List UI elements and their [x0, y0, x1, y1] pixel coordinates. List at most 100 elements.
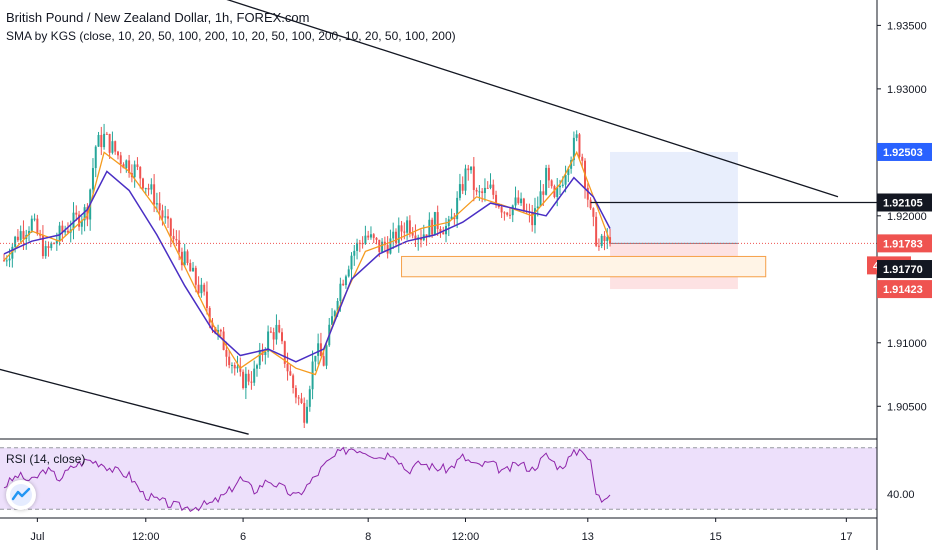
candle-body: [66, 230, 69, 233]
candle-body: [522, 198, 525, 212]
candle-body: [189, 263, 192, 272]
candle-body: [406, 220, 409, 233]
candle-body: [172, 236, 175, 240]
candle-body: [58, 225, 61, 241]
candle-body: [128, 160, 131, 173]
candle-body: [286, 363, 289, 372]
candle-body: [236, 366, 239, 369]
candle-body: [55, 240, 58, 244]
price-label-text: 1.91783: [883, 238, 923, 250]
candle-body: [214, 327, 217, 334]
candle-body: [394, 231, 397, 243]
y-tick-label: 1.91000: [887, 338, 927, 350]
candle-body: [281, 332, 283, 342]
candle-body: [467, 168, 470, 171]
candle-body: [225, 349, 228, 357]
candle-body: [353, 250, 356, 256]
candle-body: [317, 343, 320, 356]
candle-body: [33, 218, 36, 220]
candle-body: [203, 284, 206, 292]
candle-body: [14, 236, 17, 247]
candle-body: [169, 218, 172, 237]
candle-body: [158, 203, 161, 211]
candle-body: [50, 243, 53, 249]
candle-body: [250, 381, 253, 383]
rsi-line: [3, 446, 611, 512]
candle-body: [19, 231, 22, 241]
candle-body: [94, 146, 97, 169]
candle-body: [258, 349, 261, 366]
candle-body: [333, 311, 336, 317]
candle-body: [364, 235, 367, 244]
candle-body: [414, 235, 417, 240]
candle-body: [219, 329, 222, 332]
candle-body: [592, 208, 595, 217]
candle-body: [347, 269, 350, 277]
sma-fast-line: [3, 150, 611, 376]
candle-body: [431, 219, 434, 235]
lower-trendline: [0, 368, 249, 435]
candle-body: [603, 235, 606, 242]
candle-body: [161, 210, 164, 218]
candle-body: [78, 214, 81, 227]
candle-body: [475, 189, 478, 192]
candle-body: [303, 402, 306, 423]
x-tick-label: 13: [582, 531, 594, 543]
candle-body: [581, 156, 584, 161]
candle-body: [442, 232, 445, 235]
candle-body: [292, 375, 295, 388]
candle-body: [595, 216, 598, 246]
candle-body: [533, 208, 536, 226]
x-tick-label: 8: [365, 531, 371, 543]
candle-body: [153, 184, 156, 205]
rsi-band: [0, 447, 877, 510]
candle-body: [531, 212, 534, 226]
candle-body: [331, 316, 334, 325]
tradingview-logo-icon[interactable]: [6, 480, 36, 510]
candle-body: [578, 134, 581, 157]
candle-body: [111, 141, 114, 153]
candle-body: [481, 191, 484, 193]
chart-title: British Pound / New Zealand Dollar, 1h, …: [6, 10, 310, 25]
candle-body: [119, 155, 122, 165]
candle-body: [167, 216, 170, 219]
candle-body: [186, 251, 189, 264]
candle-body: [342, 283, 345, 286]
x-tick-label: Jul: [30, 531, 44, 543]
candle-body: [253, 368, 256, 383]
candle-body: [597, 245, 600, 247]
candle-body: [242, 371, 245, 389]
candle-body: [381, 241, 384, 252]
candle-body: [80, 220, 83, 227]
candle-body: [142, 178, 144, 189]
candle-body: [567, 168, 570, 176]
candle-body: [375, 237, 378, 240]
candle-body: [397, 225, 400, 243]
y-tick-label: 1.90500: [887, 401, 927, 413]
candle-body: [570, 160, 573, 169]
candle-body: [553, 186, 556, 198]
candle-body: [194, 267, 197, 285]
candle-body: [489, 184, 492, 188]
candle-body: [350, 255, 353, 270]
candle-body: [164, 216, 167, 218]
candle-body: [122, 164, 125, 169]
candle-body: [461, 184, 464, 191]
candle-body: [64, 230, 67, 233]
candle-body: [61, 225, 64, 233]
candle-body: [283, 341, 286, 364]
candle-body: [150, 184, 153, 190]
price-label-bg: [877, 280, 932, 299]
sma-indicator-legend[interactable]: SMA by KGS (close, 10, 20, 50, 100, 200,…: [6, 29, 456, 43]
candle-body: [294, 387, 297, 398]
candle-body: [72, 212, 75, 230]
rsi-indicator-legend[interactable]: RSI (14, close): [6, 452, 86, 466]
candle-body: [517, 197, 520, 204]
candle-body: [267, 331, 270, 352]
candle-body: [539, 191, 542, 207]
candle-body: [116, 151, 119, 156]
candle-body: [556, 187, 559, 198]
candle-body: [425, 234, 428, 238]
